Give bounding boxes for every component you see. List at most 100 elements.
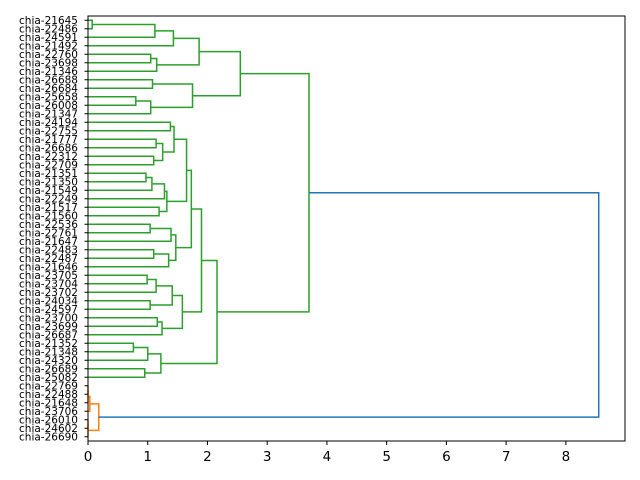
leaf-label: chia-26008 [19, 100, 78, 112]
leaf-label: chia-21645 [19, 15, 78, 27]
x-tick-label: 0 [84, 449, 93, 465]
leaf-label: chia-22486 [19, 24, 78, 36]
dendrogram-link-37 [88, 346, 149, 361]
dendrogram-link-19 [88, 206, 160, 217]
dendrogram-link-29 [88, 278, 157, 293]
leaf-label: chia-21347 [19, 109, 78, 121]
leaf-label: chia-24597 [19, 304, 78, 316]
leaf-label: chia-26690 [19, 432, 78, 444]
leaf-label: chia-23705 [19, 270, 78, 282]
dendrogram-link-16 [88, 172, 147, 183]
leaf-label: chia-21350 [19, 177, 78, 189]
dendrogram-link-40 [160, 259, 218, 365]
x-tick-label: 7 [502, 449, 511, 465]
dendrogram-link-33 [88, 321, 163, 336]
x-tick-label: 2 [203, 449, 212, 465]
leaf-label: chia-22488 [19, 389, 78, 401]
leaf-label: chia-22761 [19, 228, 78, 240]
leaf-label: chia-21517 [19, 202, 78, 214]
dendrogram-link-12 [88, 138, 157, 149]
leaf-label: chia-26010 [19, 415, 78, 427]
dendrogram-link-21 [166, 138, 188, 203]
x-tick-label: 3 [263, 449, 272, 465]
dendrogram-link-3 [88, 53, 152, 64]
dendrogram-link-25 [88, 253, 170, 268]
dendrogram-link-39 [144, 353, 162, 374]
leaf-label: chia-23700 [19, 313, 78, 325]
leaf-label: chia-23698 [19, 58, 78, 70]
x-tick-label: 5 [382, 449, 391, 465]
plot-frame [87, 15, 626, 442]
dendrogram-link-6 [88, 79, 154, 89]
dendrogram-link-5 [156, 37, 200, 66]
dendrogram-links [87, 19, 600, 437]
dendrogram-link-0 [88, 19, 93, 30]
leaf-label: chia-26687 [19, 330, 78, 342]
leaf-label: chia-26686 [19, 143, 78, 155]
leaf-label: chia-23706 [19, 406, 78, 418]
leaf-label: chia-23699 [19, 321, 78, 333]
leaf-label: chia-22755 [19, 126, 78, 138]
leaf-label: chia-26689 [19, 364, 78, 376]
leaf-label: chia-24034 [19, 296, 78, 308]
dendrogram-link-4 [88, 57, 158, 72]
dendrogram-link-11 [88, 121, 172, 132]
leaf-label: chia-21647 [19, 236, 78, 248]
leaf-label: chia-21492 [19, 41, 78, 53]
x-tick-label: 4 [323, 449, 332, 465]
leaf-label: chia-23704 [19, 279, 78, 291]
leaf-label: chia-22487 [19, 253, 78, 265]
dendrogram-link-47 [88, 403, 100, 432]
dendrogram-link-20 [159, 190, 168, 213]
dendrogram-link-27 [175, 169, 193, 249]
leaf-label: chia-24591 [19, 32, 78, 44]
dendrogram-link-10 [192, 50, 242, 97]
leaf-label: chia-21351 [19, 168, 78, 180]
leaf-label: chia-21549 [19, 185, 78, 197]
dendrogram-link-28 [88, 274, 148, 285]
leaf-label: chia-22536 [19, 219, 78, 231]
leaf-label: chia-24320 [19, 355, 78, 367]
dendrogram-link-17 [88, 176, 153, 191]
leaf-label: chia-21648 [19, 398, 78, 410]
dendrogram-link-2 [88, 30, 175, 47]
dendrogram-link-32 [88, 317, 159, 327]
leaf-label: chia-21348 [19, 347, 78, 359]
dendrogram-link-36 [88, 342, 135, 353]
x-axis: 0 1 2 3 4 5 6 7 8 [84, 441, 570, 465]
leaf-label: chia-21352 [19, 338, 78, 350]
dendrogram-link-34 [162, 294, 184, 330]
dendrogram-link-18 [88, 183, 166, 200]
leaf-label: chia-21346 [19, 66, 78, 78]
x-tick-label: 8 [562, 449, 571, 465]
dendrogram-link-38 [88, 368, 146, 378]
dendrogram-link-23 [88, 227, 172, 242]
dendrogram-link-8 [88, 100, 152, 115]
dendrogram-link-9 [150, 83, 194, 109]
dendrogram-link-31 [150, 285, 173, 306]
leaf-label: chia-21777 [19, 134, 78, 146]
dendrogram-link-22 [88, 223, 151, 234]
dendrogram-link-24 [88, 249, 155, 259]
leaf-label: chia-22249 [19, 194, 78, 206]
leaf-label: chia-21560 [19, 211, 78, 223]
leaf-label: chia-22709 [19, 160, 78, 172]
leaf-label: chia-24194 [19, 117, 78, 129]
leaf-label: chia-25082 [19, 372, 78, 384]
dendrogram-link-14 [153, 142, 164, 162]
dendrogram-link-41 [217, 72, 310, 313]
x-tick-label: 6 [442, 449, 451, 465]
leaf-label: chia-25658 [19, 92, 78, 104]
dendrogram-link-7 [88, 96, 137, 106]
leaf-label: chia-22769 [19, 381, 78, 393]
dendrogram-link-1 [88, 23, 156, 38]
leaf-label: chia-24602 [19, 423, 78, 435]
x-tick-label: 1 [143, 449, 152, 465]
leaf-labels: chia-21645chia-22486chia-24591chia-21492… [19, 15, 88, 444]
leaf-label: chia-22312 [19, 151, 78, 163]
leaf-label: chia-23702 [19, 287, 78, 299]
leaf-label: chia-21646 [19, 262, 78, 274]
leaf-label: chia-26684 [19, 83, 78, 95]
